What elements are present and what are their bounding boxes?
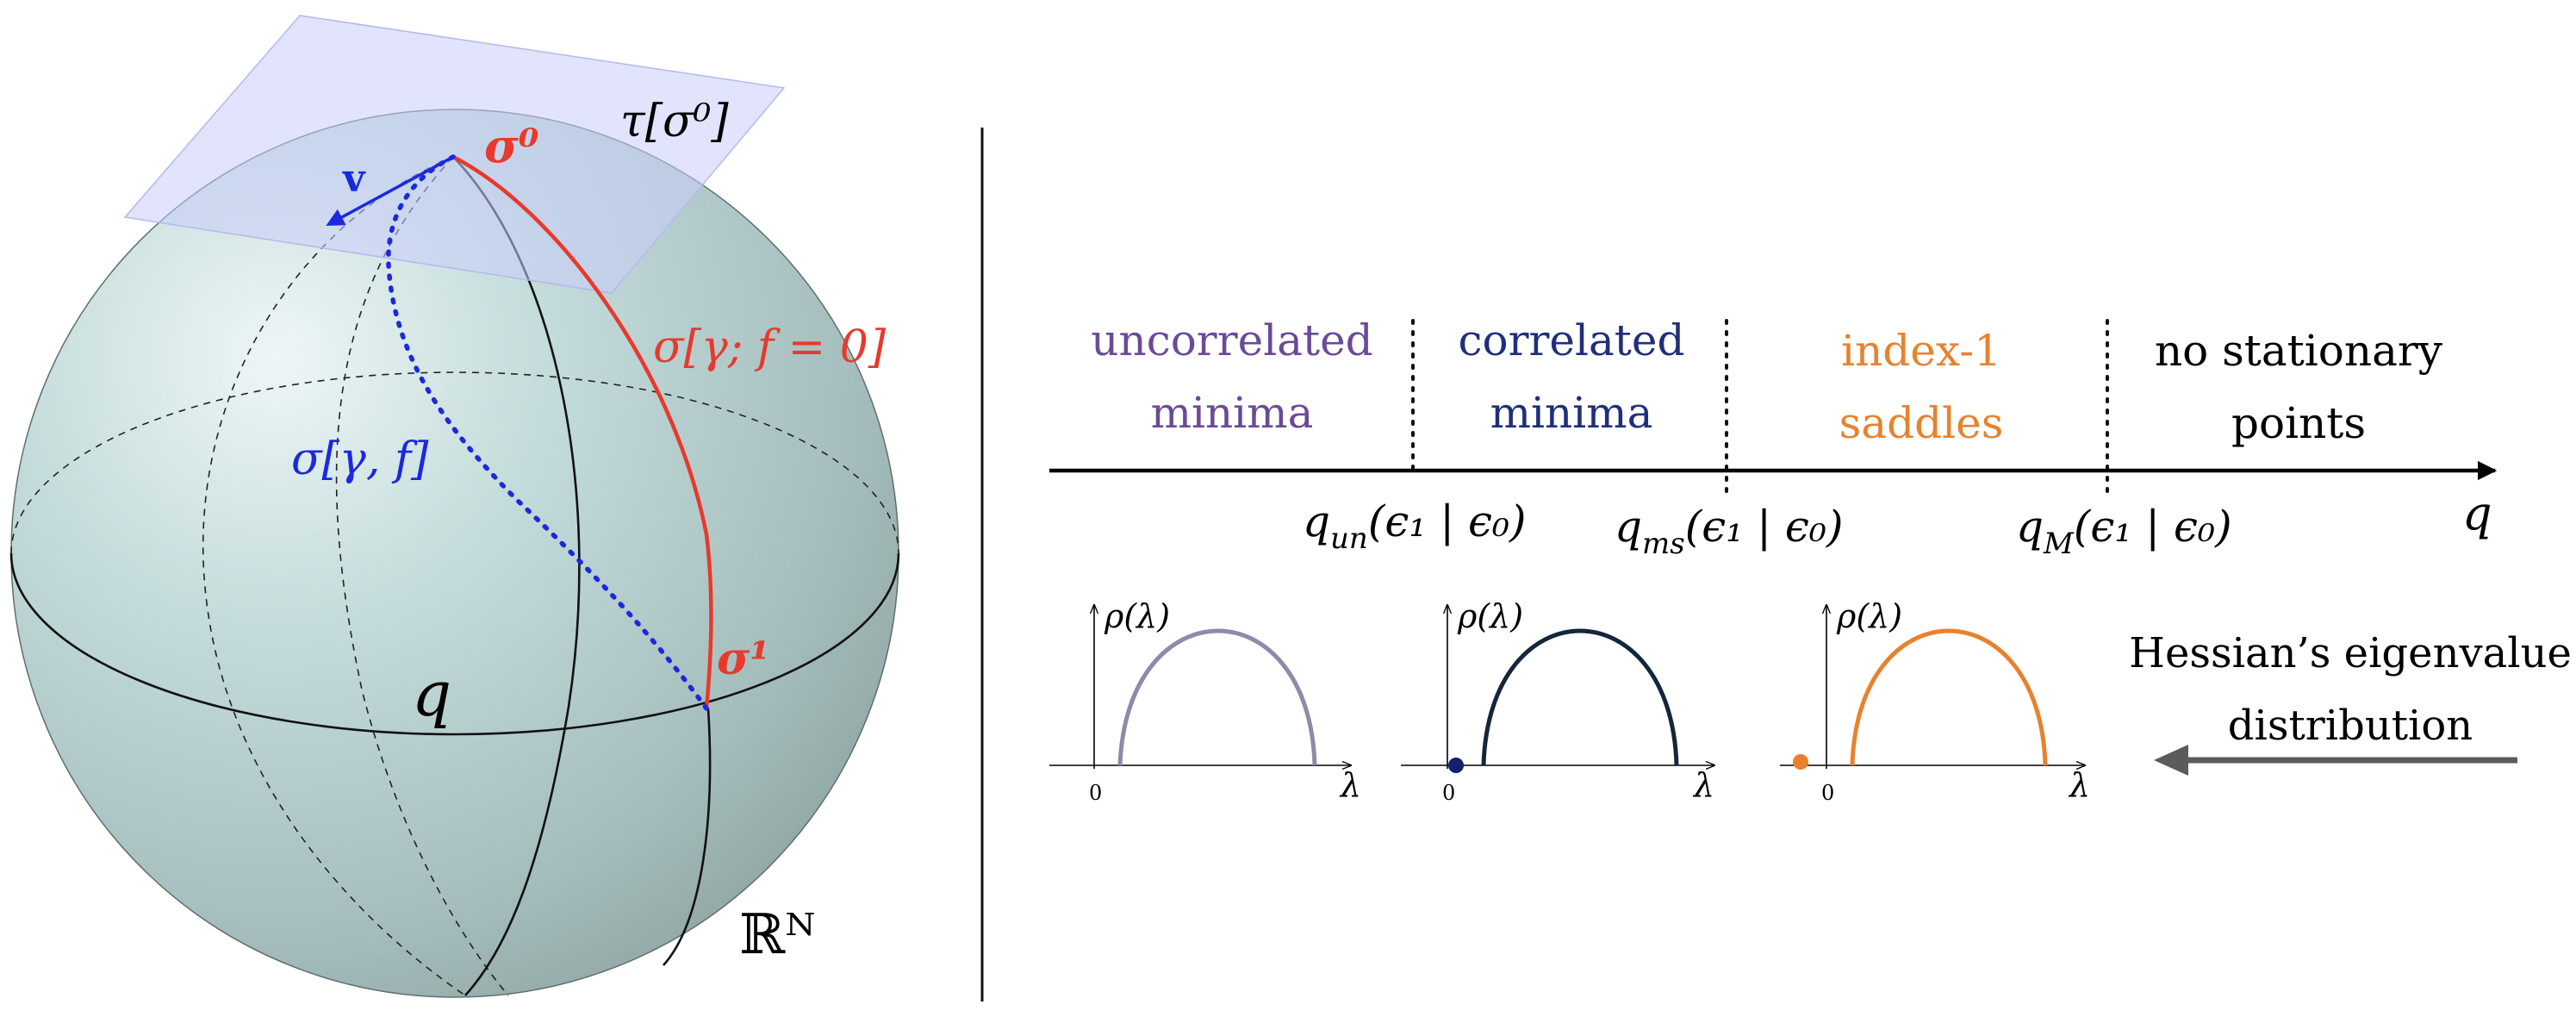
red-geodesic [451,154,713,709]
semicircle-density [1481,628,1679,766]
phase-label-line2: minima [1151,388,1314,438]
meridian-back-right [335,156,509,996]
blue-path-label: σ[γ, f] [291,434,429,485]
tangent-plane [123,15,786,294]
origin-label: 0 [1442,781,1455,805]
density-label: ρ(λ) [1457,597,1523,635]
phase-label-line1: no stationary [2155,326,2443,376]
phase-label-line1: correlated [1459,315,1685,365]
density-label: ρ(λ) [1104,597,1170,635]
phase-diagram: uncorrelated minima correlated minima in… [1049,315,2572,805]
threshold-q-ms: qms(ϵ₁ | ϵ₀) [1615,502,1843,561]
phase-label-line2: points [2231,398,2366,448]
space-label: ℝᴺ [739,903,815,967]
tangent-vector [326,155,454,227]
origin-label: 0 [1821,781,1834,805]
meridian-back-left [202,156,466,996]
hessian-caption-line1: Hessian’s eigenvalue [2129,629,2572,677]
phase-label-line2: saddles [1839,398,2004,448]
phase-correlated-minima: correlated minima [1459,315,1685,438]
isolated-eigenvalue-dot [1448,758,1464,773]
density-label: ρ(λ) [1836,597,1902,635]
meridian-front-right [663,708,712,966]
threshold-q-M: qM(ϵ₁ | ϵ₀) [2016,502,2232,561]
phase-no-stationary-points: no stationary points [2155,326,2443,448]
phase-label-line1: index-1 [1841,326,2001,376]
equator-back [10,371,899,554]
caption-arrow-head [2154,745,2188,776]
phase-index1-saddles: index-1 saddles [1839,326,2004,448]
tangent-plane-label: τ[σ⁰] [620,96,729,147]
overlap-label: q [412,658,451,730]
hessian-caption-line2: distribution [2228,702,2473,750]
red-path-label: σ[γ; f = 0] [653,321,887,373]
phase-uncorrelated-minima: uncorrelated minima [1091,315,1372,438]
q-axis-label: q [2462,486,2492,540]
vector-label: v [342,157,366,201]
lambda-label: λ [1339,766,1361,804]
isolated-eigenvalue-dot [1793,754,1808,770]
sigma0-label: σ⁰ [484,118,539,173]
lambda-label: λ [2068,766,2090,804]
threshold-q-un: qun(ϵ₁ | ϵ₀) [1303,496,1527,556]
phase-label-line2: minima [1490,388,1653,438]
equator-front [9,552,900,736]
hessian-panel-saddles: ρ(λ) λ 0 [1780,597,2090,805]
sigma1-label: σ¹ [717,633,769,685]
hessian-panel-uncorrelated: ρ(λ) λ 0 [1049,597,1361,805]
hessian-panel-correlated: ρ(λ) λ 0 [1401,597,1714,805]
origin-label: 0 [1089,781,1102,805]
sphere-panel: τ[σ⁰] v σ⁰ σ[γ; f = 0] σ[γ, f] σ¹ q ℝᴺ [9,15,900,998]
blue-path [386,154,709,711]
lambda-label: λ [1692,766,1714,804]
semicircle-density [1117,628,1317,766]
phase-label-line1: uncorrelated [1091,315,1372,365]
semicircle-density [1850,628,2048,766]
